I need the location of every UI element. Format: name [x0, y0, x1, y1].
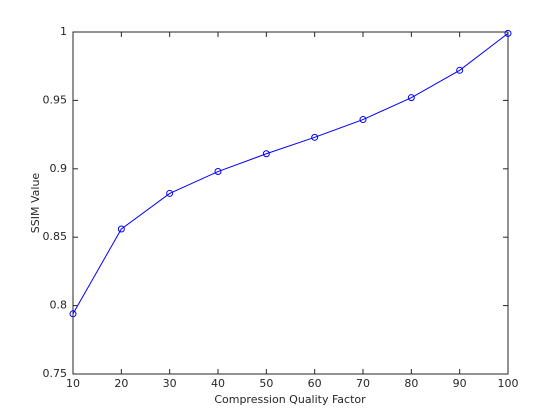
- marker: [407, 94, 415, 102]
- x-tick-label: 50: [259, 377, 273, 390]
- y-tick-label: 0.8: [50, 299, 68, 312]
- y-tick-label: 0.85: [43, 230, 68, 243]
- x-tick-label: 90: [453, 377, 467, 390]
- marker: [69, 310, 77, 318]
- x-tick-label: 60: [308, 377, 322, 390]
- y-tick-label: 0.75: [43, 367, 68, 380]
- marker: [166, 189, 174, 197]
- x-tick-label: 80: [404, 377, 418, 390]
- y-tick-label: 0.95: [43, 93, 68, 106]
- x-tick-label: 40: [211, 377, 225, 390]
- y-axis-label: SSIM Value: [29, 173, 42, 234]
- y-tick-label: 0.9: [50, 162, 68, 175]
- marker: [117, 225, 125, 233]
- axes-box: [72, 31, 509, 375]
- x-tick-label: 30: [163, 377, 177, 390]
- marker: [311, 133, 319, 141]
- line: [72, 32, 509, 315]
- y-tick-label: 1: [60, 25, 67, 38]
- marker: [359, 116, 367, 124]
- marker: [456, 66, 464, 74]
- marker: [262, 150, 270, 158]
- marker: [214, 168, 222, 176]
- marker: [504, 29, 512, 37]
- x-tick-label: 20: [114, 377, 128, 390]
- x-tick-label: 10: [66, 377, 80, 390]
- x-tick-label: 100: [498, 377, 519, 390]
- x-tick-label: 70: [356, 377, 370, 390]
- x-axis-label: Compression Quality Factor: [214, 393, 366, 406]
